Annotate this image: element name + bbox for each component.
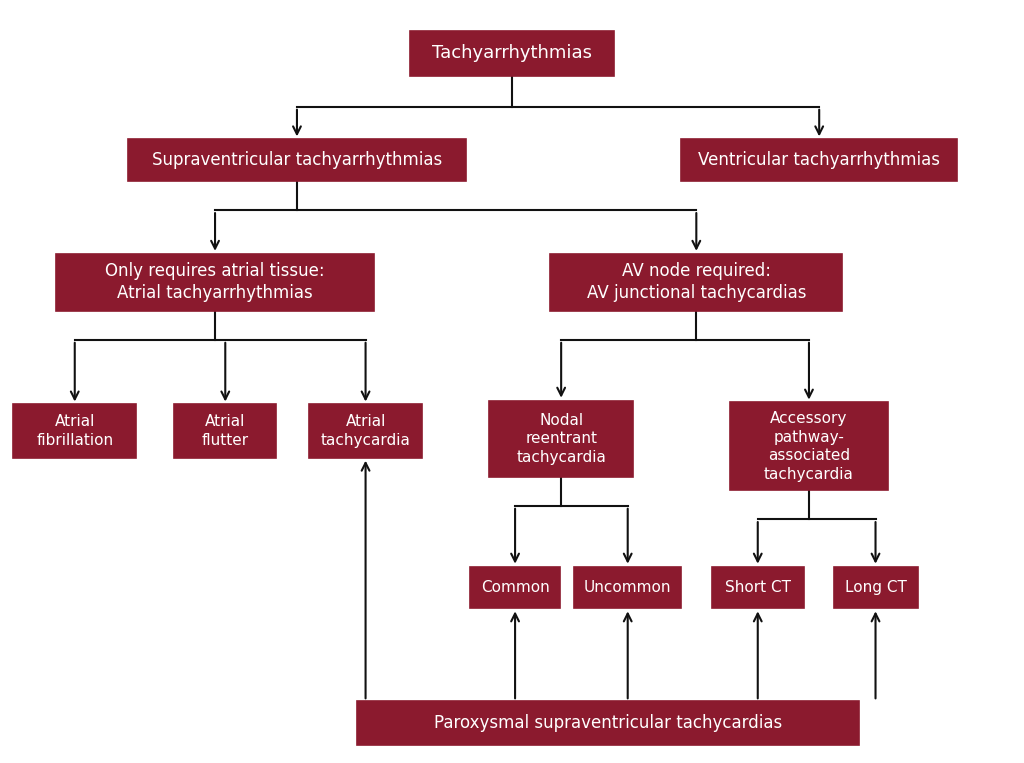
Text: Long CT: Long CT [845, 580, 906, 595]
FancyBboxPatch shape [573, 566, 682, 609]
Text: Short CT: Short CT [725, 580, 791, 595]
FancyBboxPatch shape [309, 404, 422, 458]
Text: Atrial
fibrillation: Atrial fibrillation [36, 414, 114, 448]
FancyBboxPatch shape [357, 701, 859, 745]
FancyBboxPatch shape [681, 139, 957, 181]
FancyBboxPatch shape [13, 404, 136, 458]
Text: AV node required:
AV junctional tachycardias: AV node required: AV junctional tachycar… [587, 262, 806, 302]
Text: Paroxysmal supraventricular tachycardias: Paroxysmal supraventricular tachycardias [434, 714, 782, 732]
Text: Uncommon: Uncommon [584, 580, 672, 595]
FancyBboxPatch shape [410, 31, 614, 76]
FancyBboxPatch shape [489, 401, 633, 477]
FancyBboxPatch shape [551, 253, 842, 311]
Text: Ventricular tachyarrhythmias: Ventricular tachyarrhythmias [698, 151, 940, 169]
FancyBboxPatch shape [56, 253, 374, 311]
Text: Only requires atrial tissue:
Atrial tachyarrhythmias: Only requires atrial tissue: Atrial tach… [105, 262, 325, 302]
Text: Nodal
reentrant
tachycardia: Nodal reentrant tachycardia [516, 413, 606, 465]
FancyBboxPatch shape [174, 404, 276, 458]
FancyBboxPatch shape [128, 139, 466, 181]
Text: Atrial
tachycardia: Atrial tachycardia [321, 414, 411, 448]
Text: Tachyarrhythmias: Tachyarrhythmias [432, 44, 592, 63]
Text: Supraventricular tachyarrhythmias: Supraventricular tachyarrhythmias [152, 151, 442, 169]
FancyBboxPatch shape [729, 403, 889, 491]
Text: Common: Common [480, 580, 550, 595]
FancyBboxPatch shape [712, 566, 804, 609]
FancyBboxPatch shape [470, 566, 560, 609]
Text: Atrial
flutter: Atrial flutter [202, 414, 249, 448]
FancyBboxPatch shape [834, 566, 918, 609]
Text: Accessory
pathway-
associated
tachycardia: Accessory pathway- associated tachycardi… [764, 411, 854, 481]
